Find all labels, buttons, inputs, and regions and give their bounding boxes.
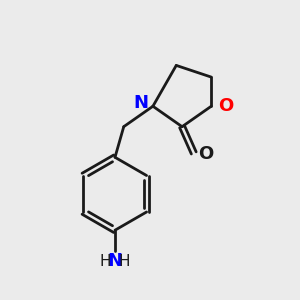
Text: H: H: [100, 254, 111, 269]
Text: N: N: [107, 252, 122, 270]
Text: O: O: [218, 97, 233, 115]
Text: H: H: [118, 254, 130, 269]
Text: O: O: [198, 146, 213, 164]
Text: N: N: [134, 94, 148, 112]
